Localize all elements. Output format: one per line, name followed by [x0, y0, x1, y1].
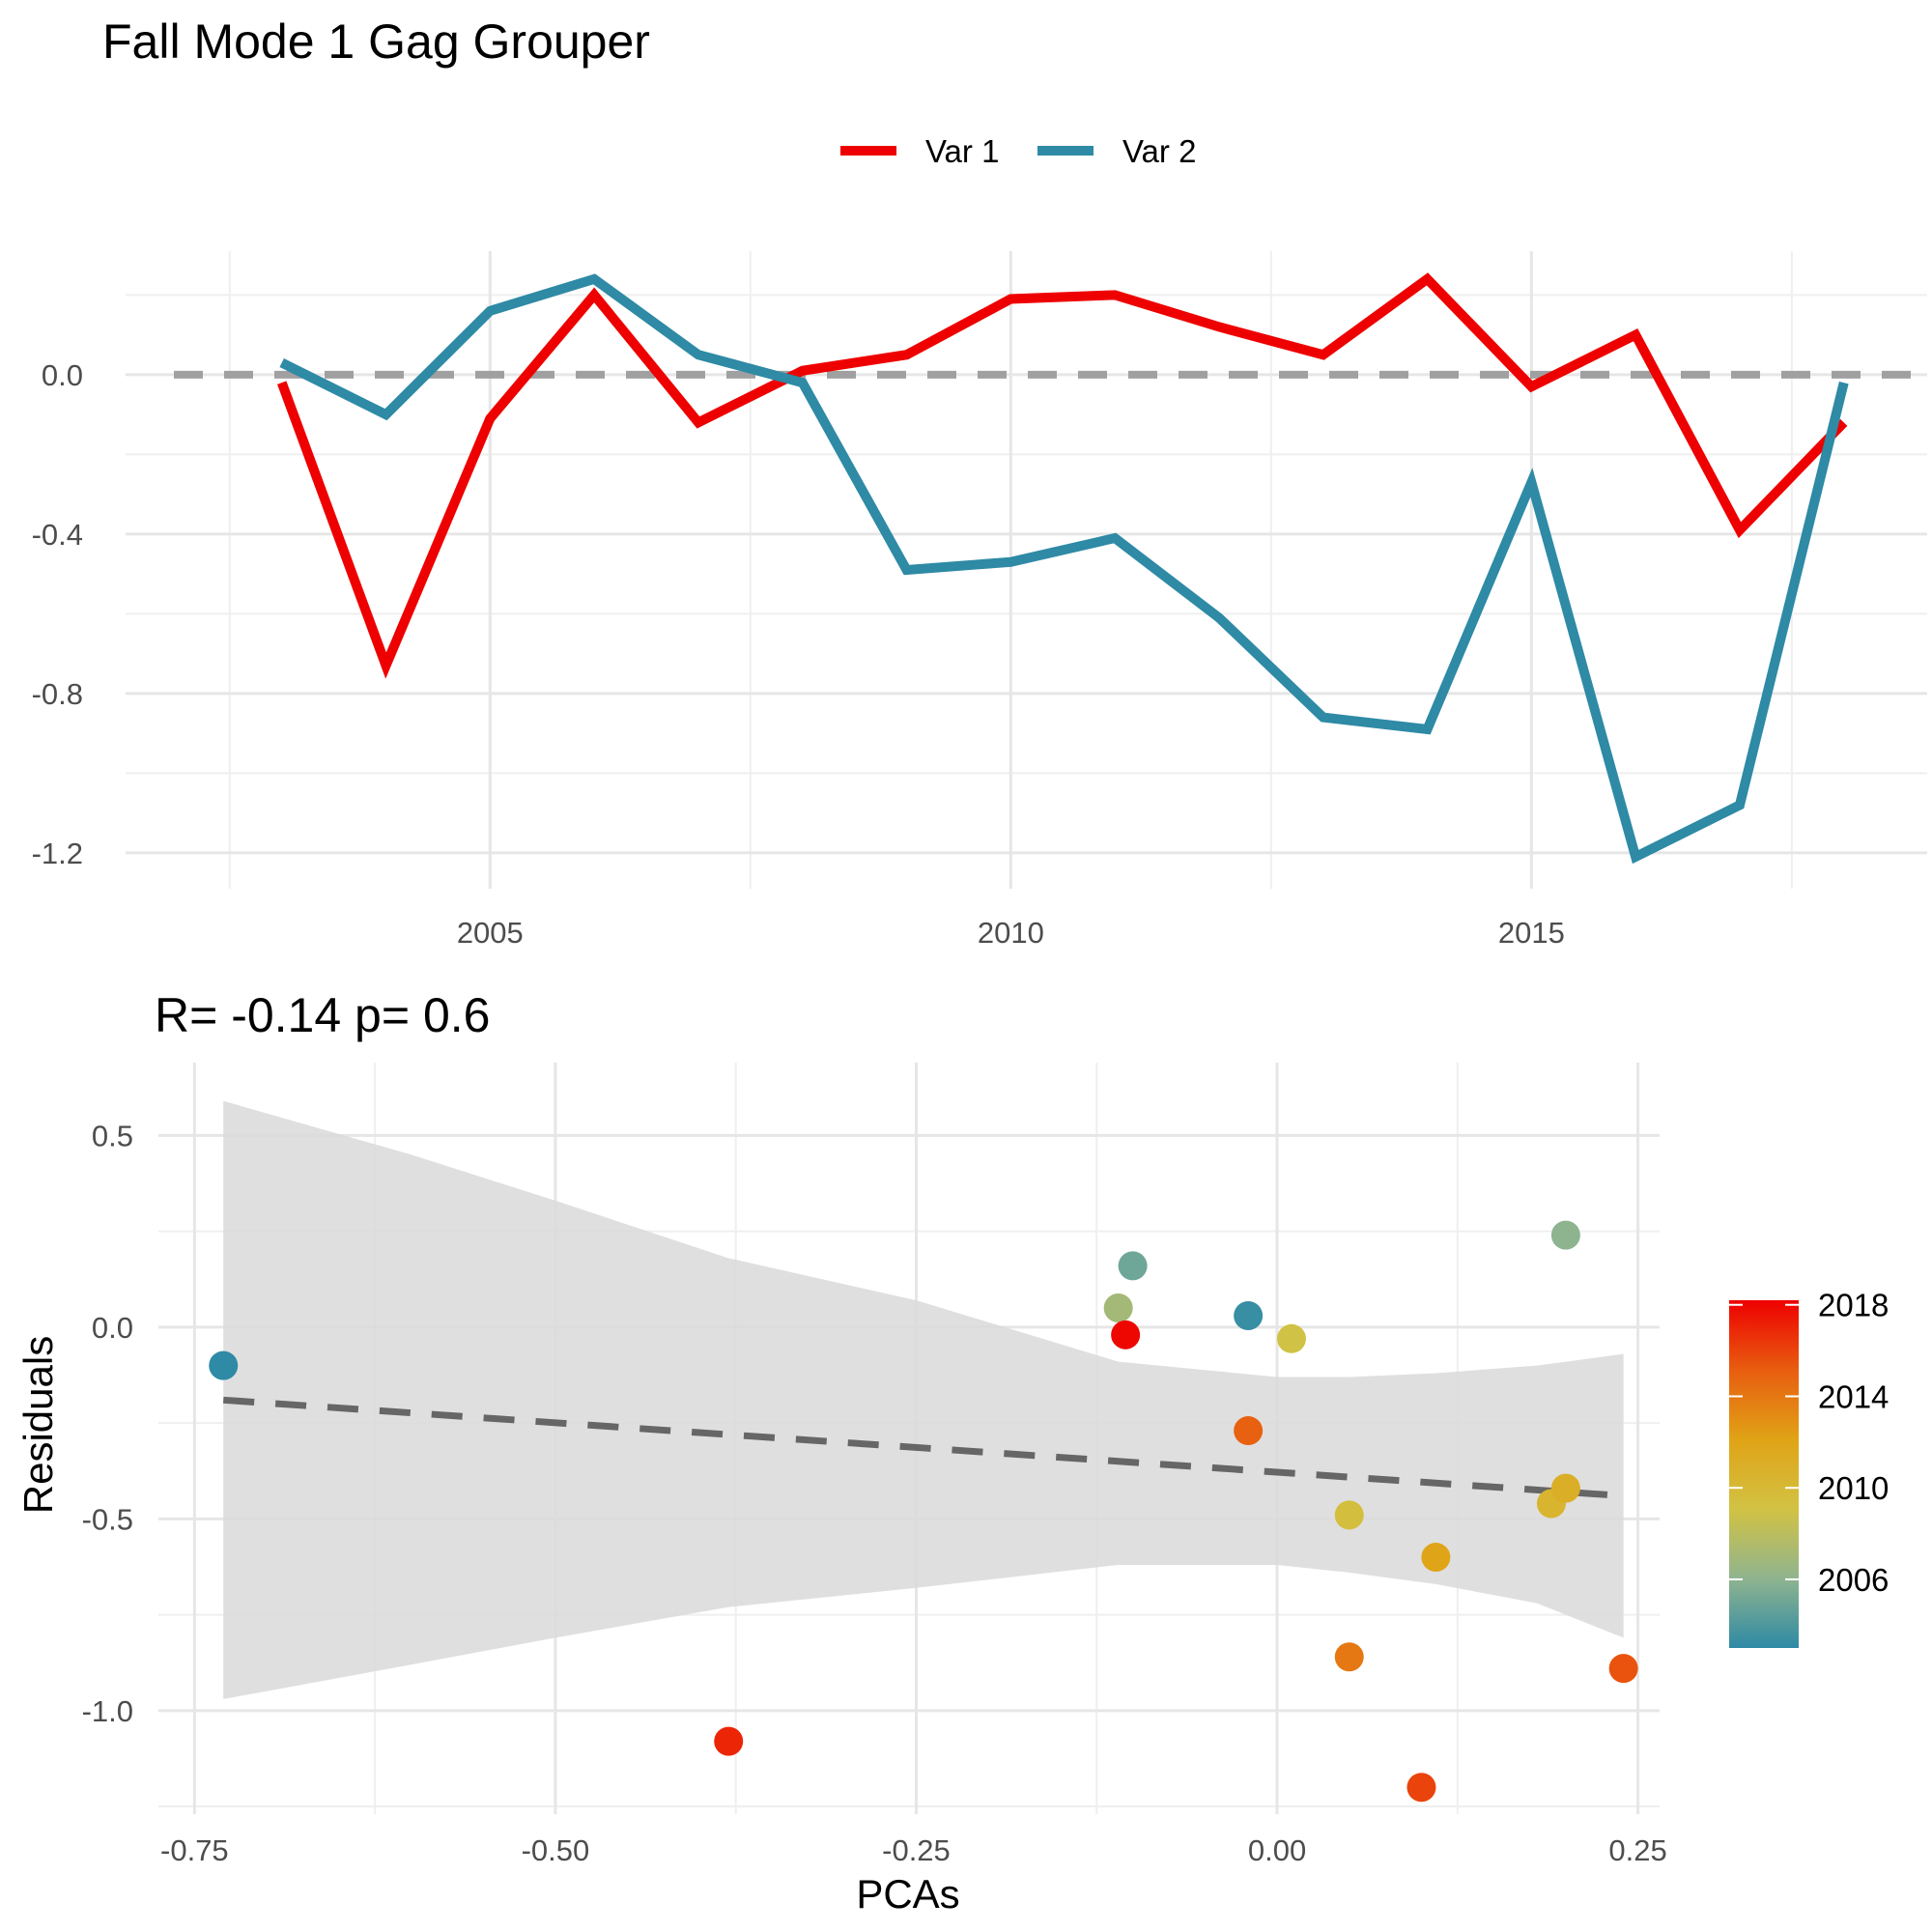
scatter-points — [209, 1220, 1638, 1803]
legend-label-var-2: Var 2 — [1122, 133, 1196, 169]
scatter-point — [1103, 1293, 1133, 1323]
top-panel-grid — [126, 251, 1927, 889]
x-tick-label: -0.25 — [882, 1833, 951, 1867]
x-tick-label: 2015 — [1498, 916, 1565, 950]
scatter-x-tick-labels: -0.75 -0.50 -0.25 0.00 0.25 — [160, 1833, 1667, 1867]
scatter-point — [1406, 1773, 1436, 1803]
y-tick-label: -1.0 — [82, 1694, 133, 1728]
x-axis-title: PCAs — [856, 1871, 959, 1917]
scatter-point — [1276, 1323, 1306, 1353]
scatter-point — [1421, 1543, 1451, 1573]
fit-line — [223, 1396, 1624, 1500]
scatter-point — [1118, 1251, 1148, 1281]
top-panel-x-tick-labels: 2005 2010 2015 — [457, 916, 1565, 950]
colorbar-gradient — [1729, 1300, 1799, 1648]
colorbar-label: 2018 — [1818, 1288, 1889, 1323]
y-tick-label: -0.5 — [82, 1502, 133, 1536]
x-tick-label: -0.75 — [160, 1833, 229, 1867]
colorbar-label: 2006 — [1818, 1562, 1889, 1598]
top-panel-series — [277, 272, 1849, 865]
series-line-var-1 — [277, 272, 1848, 679]
scatter-point — [1234, 1416, 1264, 1446]
scatter-point — [1550, 1220, 1580, 1250]
regression-line — [223, 1396, 1624, 1500]
confidence-band — [223, 1100, 1624, 1699]
legend-label-var-1: Var 1 — [925, 133, 999, 169]
scatter-point — [1111, 1320, 1141, 1350]
y-tick-label: 0.0 — [42, 358, 83, 392]
chart-title: Fall Mode 1 Gag Grouper — [102, 14, 650, 69]
y-axis-title: Residuals — [15, 1336, 61, 1514]
y-tick-label: -0.4 — [32, 518, 83, 552]
x-tick-label: 2005 — [457, 916, 524, 950]
scatter-point — [714, 1726, 744, 1756]
y-tick-label: -0.8 — [32, 677, 83, 711]
scatter-subtitle: R= -0.14 p= 0.6 — [155, 988, 490, 1042]
y-tick-label: 0.0 — [92, 1311, 133, 1345]
legend: Var 1 Var 2 — [840, 133, 1196, 169]
x-tick-label: 0.25 — [1608, 1833, 1666, 1867]
scatter-y-tick-labels: 0.5 0.0 -0.5 -1.0 — [82, 1119, 133, 1727]
colorbar-label: 2014 — [1818, 1378, 1889, 1414]
scatter-point — [1234, 1300, 1264, 1330]
scatter-point — [1334, 1642, 1364, 1672]
scatter-point — [1334, 1500, 1364, 1530]
scatter-point — [209, 1350, 239, 1380]
y-tick-label: 0.5 — [92, 1119, 133, 1152]
confidence-band-area — [223, 1100, 1624, 1699]
scatter-point — [1608, 1654, 1638, 1684]
y-tick-label: -1.2 — [32, 837, 83, 870]
x-tick-label: 0.00 — [1248, 1833, 1306, 1867]
x-tick-label: 2010 — [978, 916, 1044, 950]
colorbar: 2018 2014 2010 2006 — [1729, 1288, 1889, 1648]
series-line-var-2 — [279, 273, 1849, 865]
top-panel-y-tick-labels: 0.0 -0.4 -0.8 -1.2 — [32, 358, 83, 870]
scatter-point — [1550, 1473, 1580, 1503]
x-tick-label: -0.50 — [522, 1833, 590, 1867]
colorbar-label: 2010 — [1818, 1470, 1889, 1506]
